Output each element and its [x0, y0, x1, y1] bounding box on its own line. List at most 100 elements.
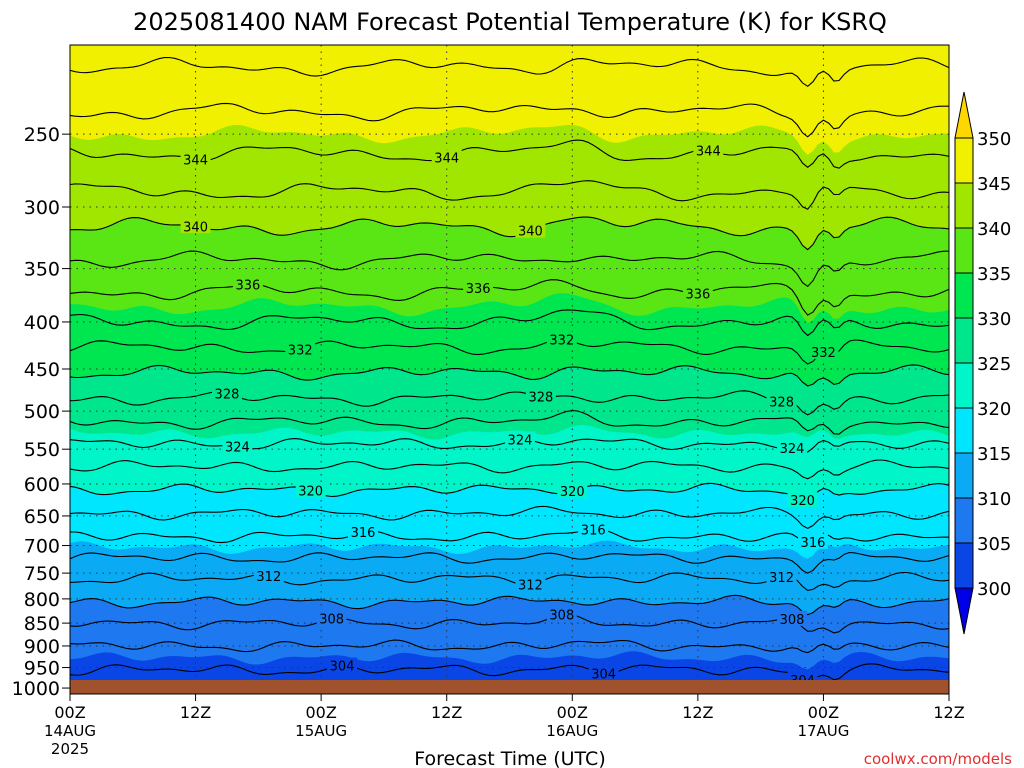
contour-label: 312	[769, 571, 794, 586]
colorbar: 350 345 340 335 330 325 320 315 310 305 300	[954, 91, 1011, 635]
contour-label-bg	[295, 482, 326, 498]
colorbar-swatch	[954, 317, 974, 364]
contour-label: 340	[518, 225, 543, 240]
contour-label: 344	[696, 145, 721, 160]
contour-label: 332	[288, 344, 313, 359]
y-tick-label: 750	[24, 563, 60, 585]
contour-label: 336	[235, 278, 260, 293]
contour-label-bg	[588, 665, 619, 681]
colorbar-over-arrow	[954, 91, 974, 139]
x-tick-label: 00Z	[54, 703, 85, 722]
colorbar-tick-label: 300	[977, 579, 1011, 600]
contour-label: 320	[790, 494, 815, 509]
contour-label: 320	[560, 485, 585, 500]
contour-label-bg	[285, 341, 316, 357]
contour-label-bg	[777, 440, 808, 456]
contour-line-322	[69, 459, 950, 480]
contour-label-bg	[515, 576, 546, 592]
y-tick-label: 900	[24, 636, 60, 658]
contour-label: 324	[508, 433, 533, 448]
colorbar-tick-label: 340	[977, 219, 1011, 240]
contour-label-bg	[787, 492, 818, 508]
x-tick-date: 16AUG	[546, 722, 598, 740]
contour-line-334	[69, 309, 950, 337]
y-tick-label: 600	[24, 474, 60, 496]
contour-label: 328	[528, 391, 553, 406]
contour-label: 324	[225, 441, 250, 456]
colorbar-swatch	[954, 182, 974, 229]
y-tick-label: 450	[24, 359, 60, 381]
contour-label-bg	[797, 533, 828, 549]
y-tick-label: 400	[24, 312, 60, 334]
contour-label-bg	[525, 388, 556, 404]
contour-label: 316	[581, 523, 606, 538]
fill-band-9	[70, 45, 949, 155]
colorbar-tick-label: 325	[977, 354, 1011, 375]
contour-line-346	[69, 102, 949, 138]
y-tick-label: 1000	[12, 678, 60, 700]
contour-line-326	[69, 410, 950, 435]
x-tick-label: 00Z	[808, 703, 839, 722]
colorbar-tick-label: 335	[977, 264, 1011, 285]
y-tick-label: 850	[24, 613, 60, 635]
contour-label: 312	[518, 579, 543, 594]
contour-label: 340	[183, 220, 208, 235]
contour-label-bg	[180, 218, 211, 234]
y-axis-ticks: 2503003504004505005506006507007508008509…	[12, 124, 70, 700]
contour-line-338	[69, 250, 949, 288]
contour-line-314	[69, 551, 950, 574]
colorbar-swatch	[954, 272, 974, 319]
ground-strip	[70, 680, 949, 694]
x-tick-label: 12Z	[431, 703, 462, 722]
x-tick-date: 15AUG	[295, 722, 347, 740]
contour-label: 344	[183, 154, 208, 169]
plot-area: 344 344 344 340 340 336 336 336 332 332 332 328 328 3…	[69, 44, 950, 695]
contour-line-312	[69, 571, 950, 591]
contour-label-bg	[232, 276, 263, 292]
x-tick-date: 14AUG	[44, 722, 96, 740]
contour-label: 316	[351, 526, 376, 541]
contour-line-306	[69, 639, 950, 654]
colorbar-swatch	[954, 452, 974, 499]
temperature-fill-layer	[70, 45, 949, 694]
y-tick-label: 350	[24, 259, 60, 281]
x-tick-label: 12Z	[180, 703, 211, 722]
colorbar-swatch	[954, 362, 974, 409]
contour-label-bg	[693, 142, 724, 158]
contour-label: 336	[466, 282, 491, 297]
x-tick-year: 2025	[51, 740, 89, 758]
credit-text: coolwx.com/models	[864, 750, 1012, 768]
colorbar-tick-label: 350	[977, 129, 1011, 150]
colorbar-swatch	[954, 407, 974, 454]
contour-label-bg	[546, 331, 577, 347]
chart-title: 2025081400 NAM Forecast Potential Temper…	[133, 8, 887, 36]
colorbar-swatch	[954, 227, 974, 274]
contour-label: 308	[319, 612, 344, 627]
y-tick-label: 800	[24, 589, 60, 611]
colorbar-under-arrow	[954, 587, 974, 635]
contour-label: 332	[549, 334, 574, 349]
contour-label-bg	[327, 657, 358, 673]
y-tick-label: 950	[24, 658, 60, 680]
contour-label-bg	[546, 606, 577, 622]
x-tick-label: 00Z	[305, 703, 336, 722]
x-axis-label: Forecast Time (UTC)	[414, 748, 605, 768]
contour-label-bg	[348, 524, 378, 540]
colorbar-tick-label: 315	[977, 444, 1011, 465]
y-tick-label: 550	[24, 439, 60, 461]
y-tick-label: 300	[24, 197, 60, 219]
y-tick-label: 700	[24, 536, 60, 558]
contour-label: 304	[330, 660, 355, 675]
y-tick-label: 650	[24, 506, 60, 528]
x-tick-label: 12Z	[933, 703, 964, 722]
colorbar-swatch	[954, 542, 974, 589]
contour-label-bg	[504, 431, 535, 447]
y-tick-label: 500	[24, 401, 60, 423]
contour-label: 304	[591, 667, 616, 682]
contour-label: 320	[298, 484, 323, 499]
contour-line-318	[69, 505, 950, 530]
contour-label-bg	[766, 568, 797, 584]
contour-line-340	[69, 216, 950, 251]
contour-line-336	[69, 279, 950, 316]
